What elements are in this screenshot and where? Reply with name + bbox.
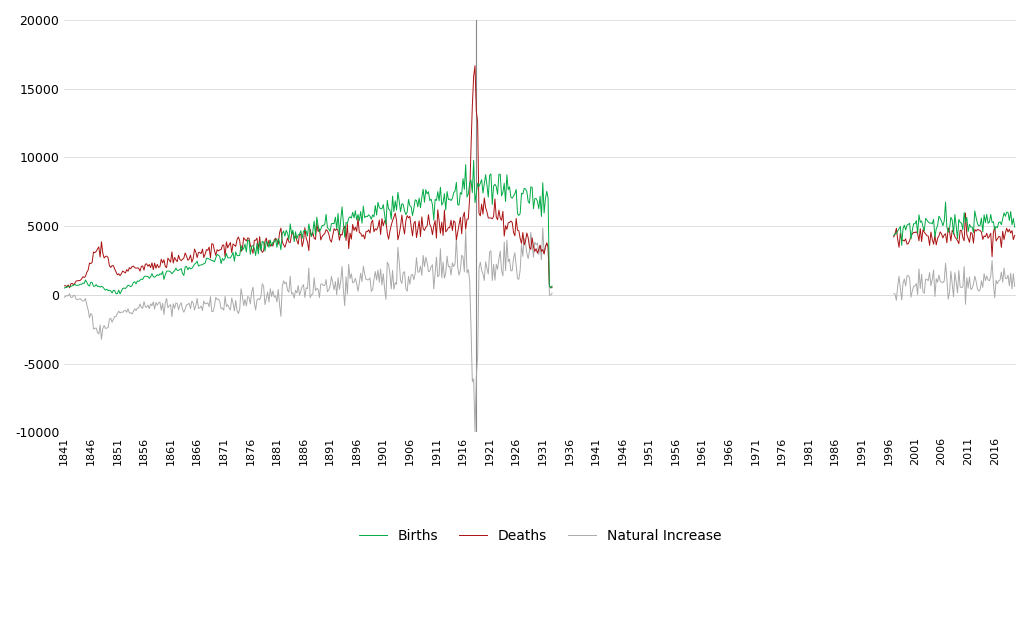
Births (281, 230, 294, 237)
Natural Increase (219, 292, 231, 300)
Natural Increase (244, 300, 257, 307)
Line: Births: Births (64, 160, 1015, 294)
Births (219, 255, 231, 262)
Line: Natural Increase: Natural Increase (64, 228, 1015, 432)
Births (976, 229, 989, 236)
Natural Increase (1008, 283, 1021, 290)
Deaths (1008, 232, 1021, 239)
Births (244, 250, 257, 258)
Natural Increase (281, 287, 294, 294)
Natural Increase (58, 294, 70, 301)
Births (58, 284, 70, 292)
Deaths (976, 236, 989, 243)
Deaths (244, 242, 257, 249)
Line: Deaths: Deaths (64, 66, 1015, 288)
Deaths (58, 282, 70, 289)
Deaths (398, 230, 410, 238)
Births (1008, 224, 1021, 231)
Natural Increase (398, 268, 410, 276)
Natural Increase (976, 284, 989, 291)
Births (398, 207, 410, 215)
Deaths (281, 234, 294, 242)
Legend: Births, Deaths, Natural Increase: Births, Deaths, Natural Increase (354, 524, 727, 549)
Deaths (219, 253, 231, 260)
